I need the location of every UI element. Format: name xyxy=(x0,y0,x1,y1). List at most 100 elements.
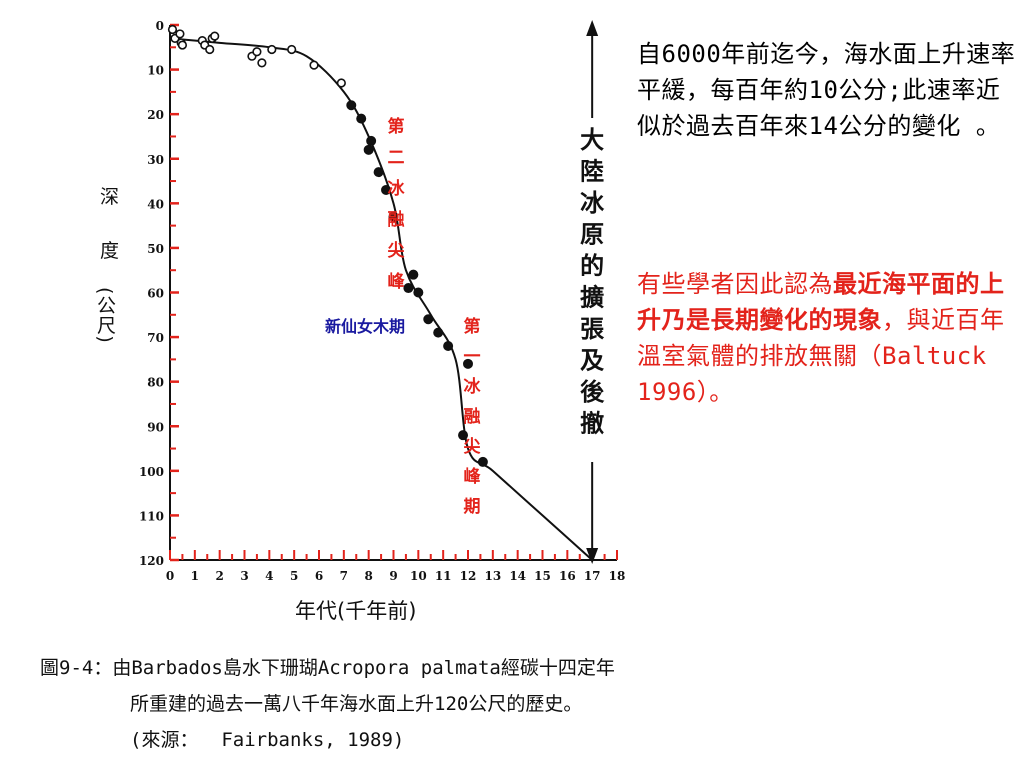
data-point-filled xyxy=(477,456,488,467)
annotation-mwp2-char: 峰 xyxy=(388,271,406,292)
data-point-filled xyxy=(458,430,469,441)
annotation-ice-sheet-char: 原 xyxy=(580,221,604,249)
data-point-open xyxy=(177,40,188,50)
annotation-younger-dryas: 新仙女木期 xyxy=(325,317,405,336)
x-tick-label: 12 xyxy=(460,569,477,583)
y-tick-label: 110 xyxy=(139,509,164,523)
data-point-filled xyxy=(356,113,367,124)
x-tick-label: 18 xyxy=(609,569,626,583)
annotation-ice-sheet-char: 大 xyxy=(580,126,604,154)
ice-sheet-arrow-down xyxy=(586,548,599,564)
annotation-ice-sheet-char: 擴 xyxy=(580,284,604,312)
data-point-filled xyxy=(408,269,419,280)
annotation-ice-sheet-char: 的 xyxy=(580,252,604,280)
data-point-filled xyxy=(423,314,434,325)
annotation-mwp1-char: 冰 xyxy=(464,376,482,397)
figure-caption-source: (來源： Fairbanks, 1989) xyxy=(130,729,405,751)
sea-level-curve xyxy=(169,37,593,561)
data-point-open xyxy=(167,24,178,35)
figure-caption-line-2: 所重建的過去一萬八千年海水面上升120公尺的歷史。 xyxy=(130,693,583,715)
annotation-mwp2-char: 融 xyxy=(388,210,405,230)
y-tick-label: 40 xyxy=(147,197,164,211)
y-tick-label: 20 xyxy=(147,108,164,122)
y-tick-label: 80 xyxy=(147,376,164,390)
x-tick-label: 15 xyxy=(534,569,551,583)
x-tick-label: 1 xyxy=(191,569,199,583)
data-point-filled xyxy=(413,287,424,298)
x-tick-label: 14 xyxy=(509,569,526,583)
annotation-mwp1-char: 峰 xyxy=(464,466,482,487)
x-tick-label: 2 xyxy=(215,569,223,583)
data-point-open xyxy=(205,44,215,55)
data-point-filled xyxy=(403,283,414,294)
x-tick-label: 17 xyxy=(584,569,601,583)
annotation-ice-sheet-char: 張 xyxy=(580,315,605,343)
annotation-mwp1-char: 一 xyxy=(464,347,481,367)
x-tick-label: 7 xyxy=(340,569,348,583)
x-tick-label: 13 xyxy=(484,569,501,583)
data-point-open xyxy=(175,29,185,39)
y-tick-label: 120 xyxy=(139,554,164,568)
y-axis-label-depth-2: 度 xyxy=(100,240,120,262)
x-tick-label: 8 xyxy=(364,569,372,583)
x-tick-label: 10 xyxy=(410,569,427,583)
annotation-ice-sheet-char: 冰 xyxy=(580,189,605,217)
annotation-ice-sheet-char: 撤 xyxy=(580,410,604,438)
data-point-filled xyxy=(363,144,374,155)
x-axis-label: 年代(千年前) xyxy=(295,599,417,623)
annotation-mwp1-char: 尖 xyxy=(464,436,482,457)
note-part-2: ，與近百年溫室氣體的排放無關（Baltuck 1996）。 xyxy=(637,306,1005,406)
note-rate-description: 自6000年前迄今，海水面上升速率平緩，每百年約10公分;此速率近似於過去百年來… xyxy=(637,40,1016,140)
ice-sheet-arrow-up xyxy=(586,20,599,36)
data-point-filled xyxy=(346,100,357,111)
data-point-open xyxy=(210,31,220,41)
y-axis-label-depth-1: 深 xyxy=(100,186,120,208)
data-point-open xyxy=(336,78,346,88)
y-tick-label: 70 xyxy=(147,331,164,345)
y-tick-label: 100 xyxy=(139,465,164,479)
y-tick-label: 0 xyxy=(156,19,164,33)
annotation-ice-sheet-char: 後 xyxy=(580,378,605,406)
data-point-filled xyxy=(381,184,392,195)
annotation-ice-sheet-char: 陸 xyxy=(580,158,604,186)
annotation-mwp1-char: 第 xyxy=(464,316,481,337)
y-tick-label: 90 xyxy=(147,420,164,434)
annotation-mwp2-char: 第 xyxy=(388,116,405,137)
note-bold-claim: 最近海平面的上升乃是長期變化的現象 xyxy=(637,270,1005,334)
y-tick-label: 50 xyxy=(147,242,164,256)
annotation-mwp2-char: 二 xyxy=(388,148,405,168)
annotation-ice-sheet-char: 及 xyxy=(580,347,604,375)
y-tick-label: 30 xyxy=(147,153,164,167)
sea-level-curve-line xyxy=(169,37,593,561)
x-tick-label: 16 xyxy=(559,569,576,583)
note-scholar-view: 有些學者因此認為最近海平面的上升乃是長期變化的現象，與近百年溫室氣體的排放無關（… xyxy=(637,266,1017,410)
y-tick-label: 60 xyxy=(147,287,164,301)
data-point-filled xyxy=(366,135,377,146)
data-point-filled xyxy=(443,341,454,351)
x-tick-label: 11 xyxy=(435,569,452,583)
annotation-mwp1-char: 融 xyxy=(464,407,481,427)
annotation-mwp2-char: 冰 xyxy=(388,178,406,199)
data-points xyxy=(167,24,488,467)
data-point-filled xyxy=(388,211,399,222)
x-tick-label: 5 xyxy=(290,569,298,583)
data-point-open xyxy=(252,47,262,57)
y-tick-label: 10 xyxy=(147,64,164,78)
x-tick-label: 6 xyxy=(315,569,323,583)
annotation-mwp1-char: 期 xyxy=(464,497,481,517)
x-tick-label: 3 xyxy=(240,569,248,583)
data-point-open xyxy=(257,58,267,68)
annotation-mwp2-char: 尖 xyxy=(388,240,406,261)
data-point-open xyxy=(309,60,319,70)
figure-caption-line-1: 圖9-4：由Barbados島水下珊瑚Acropora palmata經碳十四定… xyxy=(40,657,615,679)
data-point-open xyxy=(287,44,297,55)
data-point-open xyxy=(267,44,277,55)
x-tick-label: 9 xyxy=(389,569,397,583)
x-tick-label: 4 xyxy=(265,569,273,583)
data-point-filled xyxy=(373,167,384,178)
